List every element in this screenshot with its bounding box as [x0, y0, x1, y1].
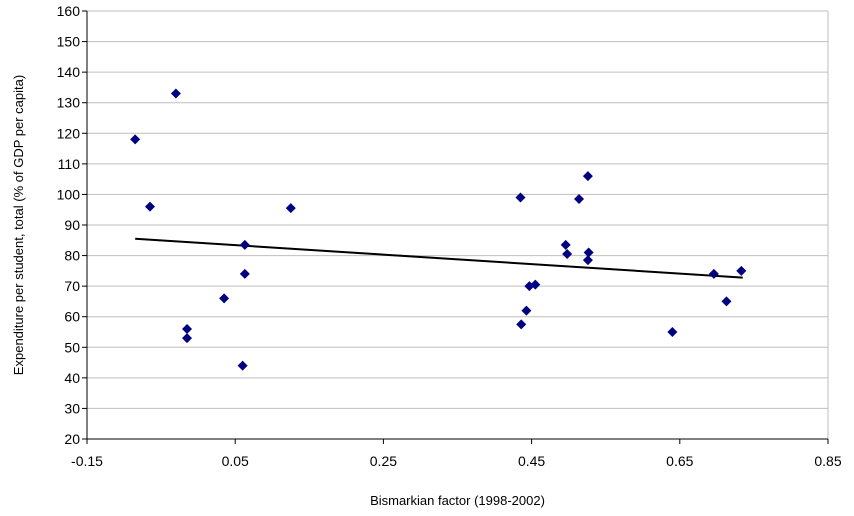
data-point [530, 279, 541, 290]
data-point [560, 239, 571, 250]
y-tick-label: 100 [57, 186, 81, 202]
data-point [521, 305, 532, 316]
x-axis-title: Bismarkian factor (1998-2002) [370, 493, 545, 508]
data-point [562, 249, 573, 260]
y-tick-label: 80 [64, 248, 80, 264]
data-point [182, 333, 193, 344]
y-tick-label: 90 [64, 217, 80, 233]
data-point [237, 360, 248, 371]
data-point [516, 319, 527, 330]
y-tick-label: 20 [64, 431, 80, 447]
x-tick-label: 0.05 [222, 453, 249, 469]
data-point [144, 201, 155, 212]
trendline-group [135, 237, 743, 279]
y-tick-label: 40 [64, 370, 80, 386]
data-point [582, 171, 593, 182]
data-point [182, 323, 193, 334]
y-axis-title: Expenditure per student, total (% of GDP… [11, 75, 26, 375]
x-tick-label: 0.45 [518, 453, 545, 469]
data-point [708, 268, 719, 279]
data-point [219, 293, 230, 304]
y-tick-labels: 20 30 40 50 60 70 80 90 100 110 120 130 140 150 160 [57, 3, 81, 447]
y-tick-label: 70 [64, 278, 80, 294]
x-tick-label: 0.65 [666, 453, 693, 469]
y-tick-label: 30 [64, 400, 80, 416]
data-point [736, 265, 747, 276]
y-tick-label: 160 [57, 3, 81, 19]
data-point [583, 247, 594, 258]
y-tick-label: 130 [57, 95, 81, 111]
data-point [130, 134, 141, 145]
grid-lines [87, 10, 829, 439]
x-tick-label: -0.15 [71, 453, 103, 469]
x-tick-labels: -0.15 0.05 0.25 0.45 0.65 0.85 [71, 453, 842, 469]
x-tick-label: 0.25 [370, 453, 397, 469]
data-point [721, 296, 732, 307]
data-point [239, 239, 250, 250]
data-point [285, 203, 296, 214]
y-tick-label: 120 [57, 125, 81, 141]
y-tick-label: 140 [57, 64, 81, 80]
data-point [239, 268, 250, 279]
x-tick-label: 0.85 [814, 453, 841, 469]
data-point [574, 194, 585, 205]
y-tick-label: 150 [57, 34, 81, 50]
y-tick-label: 50 [64, 339, 80, 355]
data-point [582, 255, 593, 266]
data-point [170, 88, 181, 99]
data-point [667, 327, 678, 337]
trendline [135, 237, 743, 279]
y-tick-label: 60 [64, 309, 80, 325]
data-point [515, 192, 526, 203]
y-tick-label: 110 [58, 156, 81, 172]
axes [82, 10, 829, 444]
data-points [130, 88, 747, 371]
